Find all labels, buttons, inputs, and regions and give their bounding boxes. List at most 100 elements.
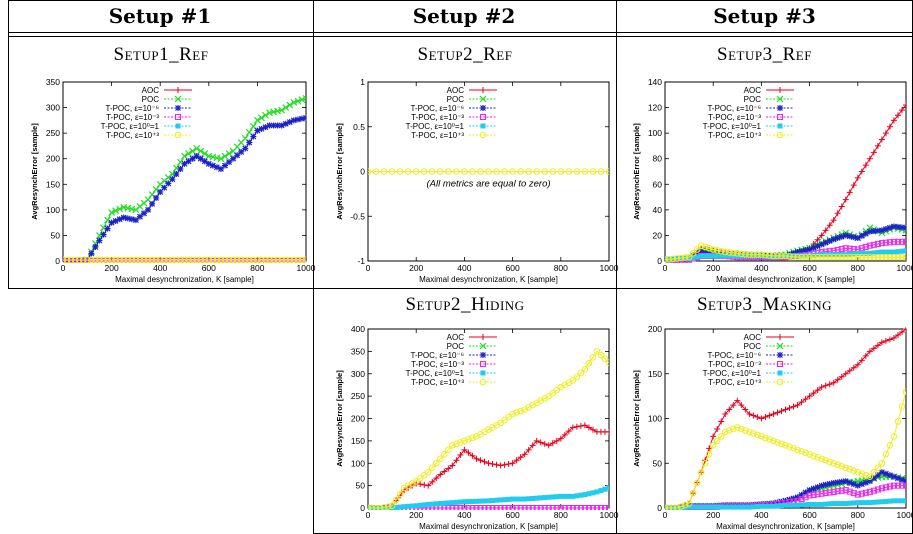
data-point: [542, 495, 548, 501]
legend-label: T-POC, ε=10⁺³: [708, 131, 761, 140]
y-tick-label: 250: [46, 128, 60, 138]
data-point: [898, 476, 905, 483]
data-point: [842, 245, 849, 252]
data-point: [270, 256, 277, 263]
data-point: [762, 414, 769, 421]
data-point: [433, 475, 440, 482]
data-point: [461, 505, 468, 510]
data-point: [714, 504, 720, 510]
data-point: [831, 501, 837, 507]
data-point: [465, 436, 472, 443]
x-tick-label: 1000: [897, 510, 913, 520]
y-axis-label: AvgResynchError [sample]: [335, 123, 344, 220]
data-point: [858, 245, 865, 252]
legend-marker: [175, 105, 181, 111]
data-point: [132, 256, 140, 263]
data-point: [834, 461, 842, 469]
data-point: [577, 422, 584, 429]
legend-label: T-POC, ε=10⁻⁶: [410, 351, 464, 360]
data-point: [802, 449, 809, 457]
data-point: [258, 114, 265, 122]
data-point: [866, 242, 873, 249]
legend-marker: [777, 114, 783, 120]
data-point: [537, 505, 544, 510]
data-point: [814, 243, 821, 250]
data-point: [302, 94, 306, 102]
data-point: [429, 478, 436, 485]
data-point: [795, 502, 801, 508]
data-point: [842, 253, 850, 261]
data-point: [694, 504, 700, 510]
data-point: [770, 437, 777, 445]
data-point: [858, 481, 865, 488]
plot-frame: [664, 81, 907, 262]
x-axis-label: Maximal desynchronization, K [sample]: [419, 275, 558, 284]
data-point: [217, 256, 225, 263]
legend-label: POC: [744, 95, 762, 104]
data-point: [705, 451, 713, 458]
legend-marker: [480, 114, 486, 120]
data-point: [810, 390, 817, 397]
data-point: [726, 504, 732, 510]
data-point: [193, 145, 201, 152]
data-point: [242, 145, 249, 152]
data-point: [890, 238, 897, 245]
data-point: [870, 149, 877, 156]
data-point: [453, 168, 460, 175]
data-point: [546, 494, 552, 500]
data-point: [298, 115, 305, 122]
annotation: (All metrics are equal to zero): [426, 179, 550, 190]
data-point: [177, 256, 184, 263]
y-tick-label: 100: [351, 458, 365, 468]
data-point: [794, 402, 801, 409]
data-point: [878, 240, 885, 247]
data-point: [509, 460, 516, 467]
data-point: [173, 256, 180, 263]
data-point: [866, 155, 873, 162]
chart-setup1-ref: 0 200 400 600 800 1000 0 50 100 150 200 250 300 350 Ma…: [30, 77, 316, 284]
legend-label: T-POC, ε=10⁺³: [106, 131, 159, 140]
data-point: [866, 473, 874, 480]
data-point: [830, 459, 837, 467]
header-bottom-rule-2: [8, 36, 913, 37]
data-point: [557, 505, 564, 510]
data-point: [132, 217, 139, 224]
data-point: [766, 254, 772, 260]
data-point: [710, 253, 716, 259]
data-point: [802, 494, 809, 501]
data-point: [850, 467, 858, 475]
data-point: [870, 241, 877, 248]
data-point: [818, 482, 825, 489]
data-point: [593, 348, 601, 355]
panel-title-setup3-ref: Setup3_Ref: [717, 44, 812, 65]
legend-marker: [480, 370, 486, 376]
data-point: [859, 500, 865, 506]
data-point: [465, 449, 472, 456]
legend-label: T-POC, ε=10⁻⁶: [707, 351, 761, 360]
data-point: [682, 255, 688, 261]
data-point: [887, 498, 893, 504]
data-point: [169, 256, 176, 263]
data-point: [266, 256, 273, 263]
y-tick-label: 250: [351, 391, 365, 401]
data-point: [898, 403, 906, 410]
data-point: [494, 497, 500, 503]
data-point: [846, 367, 853, 374]
data-point: [197, 147, 205, 155]
series-2: [63, 114, 306, 263]
data-point: [486, 498, 491, 504]
series-5: [665, 388, 906, 510]
data-point: [698, 249, 705, 256]
data-point: [714, 253, 720, 259]
data-point: [842, 487, 849, 494]
data-point: [148, 256, 156, 263]
data-point: [878, 136, 885, 143]
data-point: [385, 505, 391, 510]
data-point: [485, 168, 492, 175]
data-point: [750, 430, 757, 437]
data-point: [517, 168, 524, 175]
data-point: [445, 500, 451, 506]
data-point: [501, 168, 508, 175]
data-point: [903, 498, 906, 504]
data-point: [713, 437, 721, 445]
